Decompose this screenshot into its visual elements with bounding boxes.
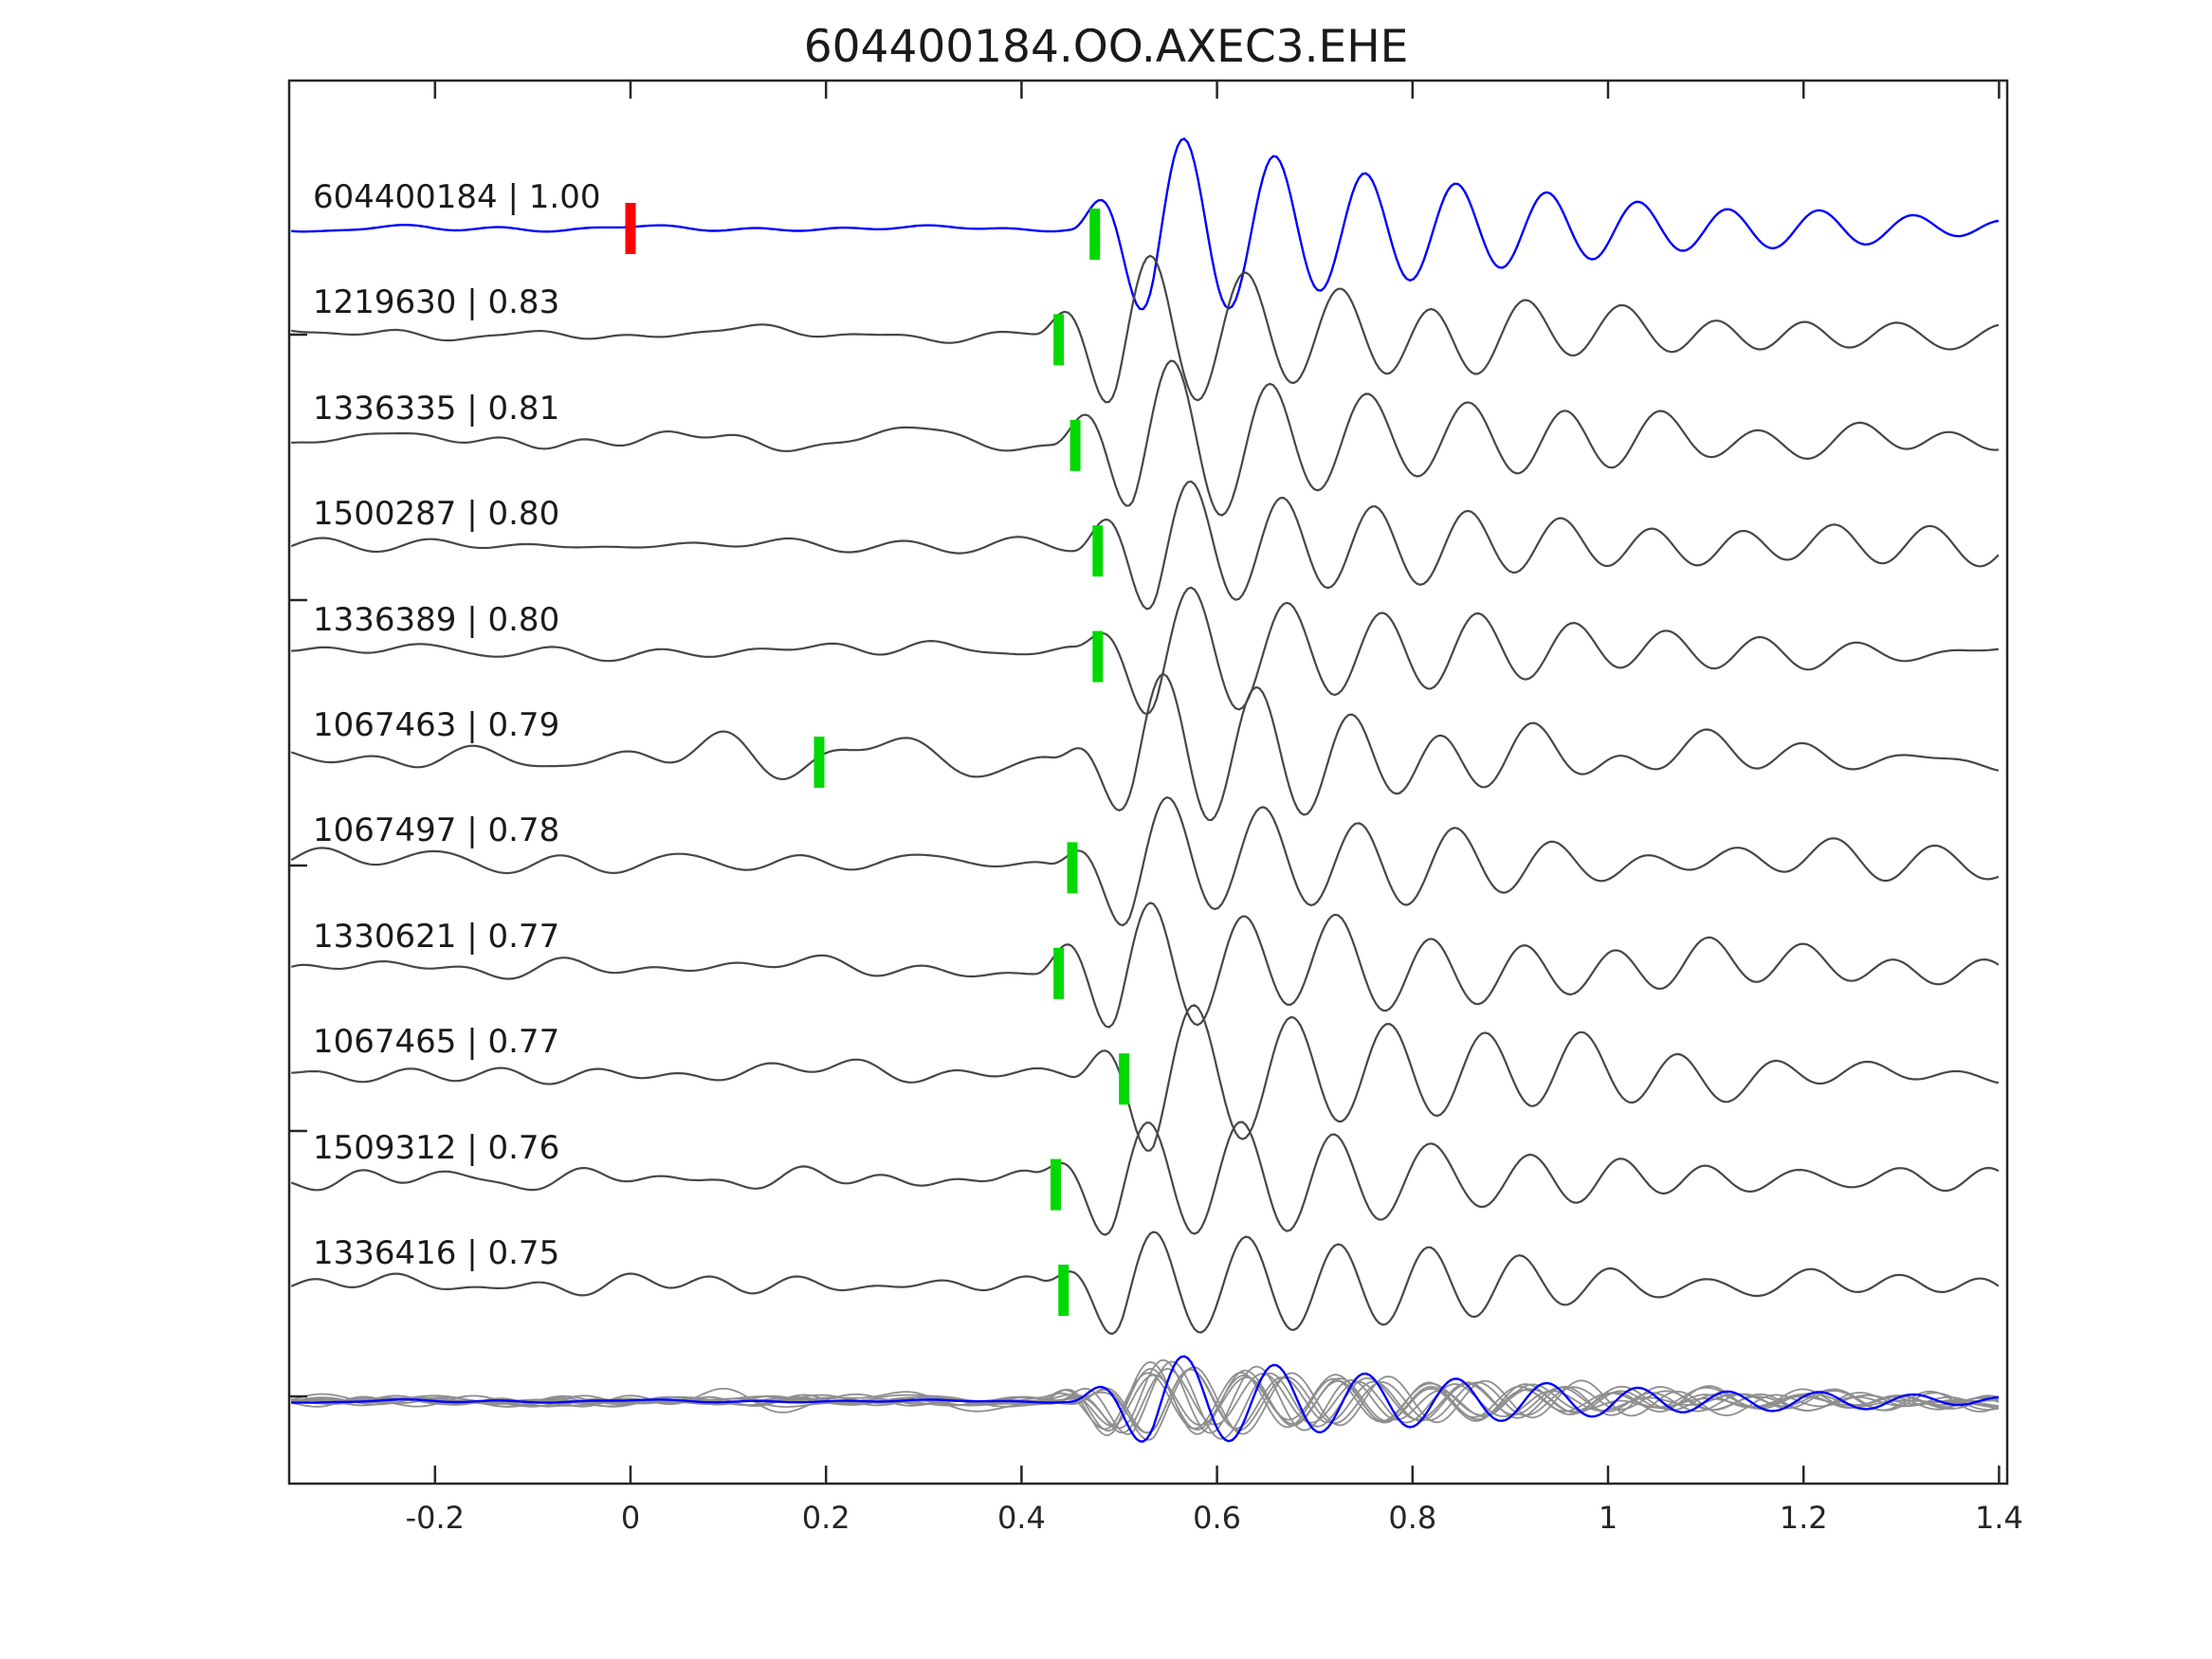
waveform-trace-604400184 — [291, 137, 2000, 311]
pick-marker-1067465 — [1119, 1053, 1130, 1105]
pick-marker-604400184 — [625, 203, 636, 254]
plot-title: 604400184.OO.AXEC3.EHE — [803, 21, 1409, 73]
waveform-trace-1219630 — [291, 254, 2000, 404]
trace-label-1509312: 1509312 | 0.76 — [313, 1128, 560, 1167]
waveform-trace-1067463 — [290, 672, 2000, 822]
pick-marker-1509312 — [1050, 1158, 1061, 1211]
waveform-trace-1336389 — [291, 586, 2000, 716]
trace-label-1067465: 1067465 | 0.77 — [313, 1023, 560, 1062]
overlay-template-trace — [291, 1355, 1999, 1443]
x-tick-label-1: 1 — [1598, 1500, 1618, 1536]
trace-label-1336416: 1336416 | 0.75 — [313, 1234, 560, 1272]
x-tick-label--0.2: -0.2 — [405, 1500, 466, 1536]
waveform-trace-1067497 — [290, 795, 2000, 927]
trace-label-1500287: 1500287 | 0.80 — [313, 495, 560, 534]
waveform-trace-1336335 — [291, 359, 1999, 517]
traces-group — [290, 137, 2000, 1443]
trace-label-1067463: 1067463 | 0.79 — [313, 706, 560, 744]
pick-marker-604400184 — [1089, 209, 1101, 260]
pick-marker-1219630 — [1053, 314, 1065, 366]
trace-label-1067497: 1067497 | 0.78 — [313, 811, 560, 850]
pick-marker-1336416 — [1058, 1265, 1069, 1316]
waveform-trace-1500287 — [290, 480, 2000, 611]
trace-label-604400184: 604400184 | 1.00 — [313, 178, 601, 216]
pick-marker-1330621 — [1053, 947, 1065, 999]
x-tick-label-0.6: 0.6 — [1193, 1500, 1242, 1536]
x-tick-label-0.8: 0.8 — [1388, 1500, 1437, 1536]
x-tick-label-0.2: 0.2 — [801, 1500, 850, 1536]
overlay-trace-1336416 — [291, 1374, 2000, 1427]
x-tick-label-1.4: 1.4 — [1974, 1500, 2023, 1536]
pick-marker-1336335 — [1069, 419, 1081, 471]
waveform-trace-1336416 — [290, 1231, 2000, 1336]
x-tick-label-0: 0 — [620, 1500, 641, 1536]
trace-label-1219630: 1219630 | 0.83 — [313, 283, 560, 322]
pick-marker-1500287 — [1092, 525, 1104, 577]
x-tick-label-1.2: 1.2 — [1779, 1500, 1828, 1536]
trace-label-1336389: 1336389 | 0.80 — [313, 600, 560, 639]
waveform-trace-1067465 — [291, 1004, 2000, 1152]
waveform-trace-1509312 — [290, 1121, 2000, 1236]
pick-marker-1067497 — [1067, 842, 1078, 894]
pick-marker-1336389 — [1092, 630, 1104, 683]
x-tick-label-0.4: 0.4 — [996, 1500, 1046, 1536]
trace-label-1330621: 1330621 | 0.77 — [313, 917, 560, 956]
waveform-trace-1330621 — [290, 902, 2000, 1029]
overlay-trace-1330621 — [291, 1367, 2000, 1432]
axes-box — [287, 79, 2009, 1486]
trace-label-1336335: 1336335 | 0.81 — [313, 389, 560, 428]
pick-marker-1067463 — [814, 737, 825, 788]
